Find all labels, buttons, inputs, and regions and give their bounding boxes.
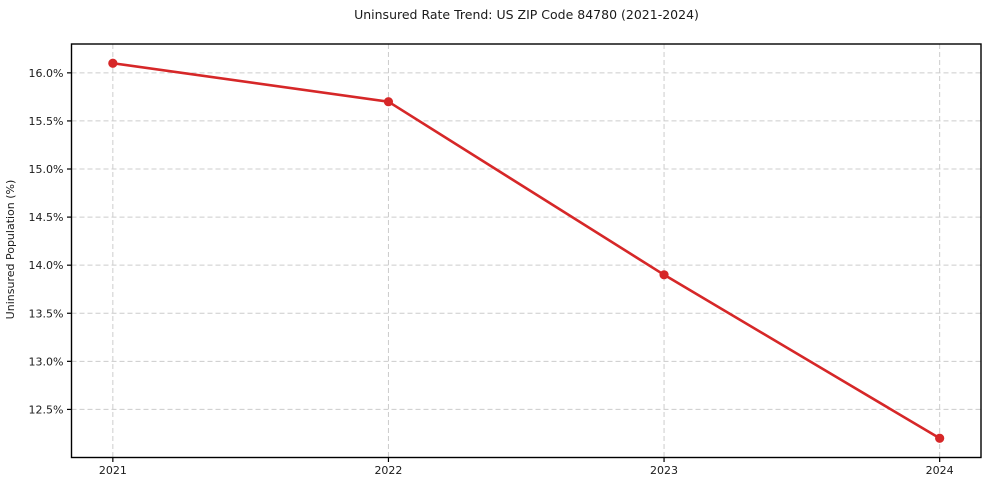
- chart-title: Uninsured Rate Trend: US ZIP Code 84780 …: [354, 7, 699, 22]
- trend-line: [111, 61, 941, 440]
- axes-border: [70, 43, 982, 459]
- x-tick-label: 2022: [374, 464, 402, 477]
- y-tick-label: 13.0%: [29, 355, 64, 368]
- x-tick-label: 2021: [99, 464, 127, 477]
- y-axis-label: Uninsured Population (%): [4, 179, 17, 320]
- plot-background: [71, 44, 981, 458]
- y-tick-label: 15.0%: [29, 163, 64, 176]
- x-tick-label: 2024: [926, 464, 954, 477]
- y-tick-label: 12.5%: [29, 403, 64, 416]
- y-tick-label: 14.5%: [29, 211, 64, 224]
- y-tick-label: 15.5%: [29, 115, 64, 128]
- data-point-marker: [383, 97, 394, 107]
- data-point-marker: [659, 270, 669, 280]
- x-tick-label: 2023: [650, 464, 678, 477]
- y-tick-label: 14.0%: [29, 259, 64, 272]
- data-point-marker: [108, 58, 118, 68]
- data-point-marker: [935, 433, 945, 443]
- y-tick-label: 16.0%: [29, 67, 64, 80]
- y-tick-label: 13.5%: [29, 307, 64, 320]
